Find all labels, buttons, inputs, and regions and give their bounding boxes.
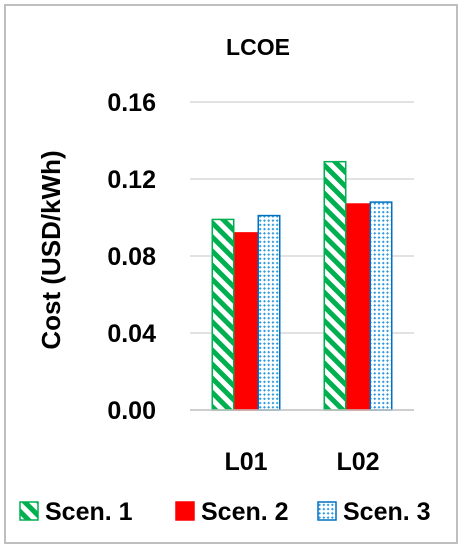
y-tick-label: 0.12: [107, 166, 156, 194]
y-tick-label: 0.16: [107, 89, 156, 117]
bar-scen-2-l01: [234, 232, 258, 411]
bar-scen-1-l02: [323, 160, 347, 411]
bar-scen-2-l02: [346, 203, 370, 411]
bar-scen-1-l01: [211, 218, 235, 411]
legend: Scen. 1 Scen. 2 Scen. 3: [19, 498, 431, 526]
legend-label: Scen. 1: [45, 498, 133, 526]
bars: [211, 160, 393, 411]
x-tick-label: L02: [336, 448, 379, 476]
legend-swatch: [317, 501, 337, 521]
x-tick-label: L01: [224, 448, 267, 476]
y-axis-label: Cost (USD/kWh): [36, 150, 66, 349]
legend-label: Scen. 2: [201, 498, 289, 526]
bar-scen-3-l02: [369, 201, 393, 411]
x-tick-labels: L01 L02: [224, 448, 379, 476]
y-tick-label: 0.00: [107, 397, 156, 425]
legend-swatch: [19, 501, 39, 521]
y-tick-label: 0.04: [107, 320, 156, 348]
y-tick-label: 0.08: [107, 243, 156, 271]
bar-scen-3-l01: [257, 214, 281, 411]
y-tick-labels: 0.00 0.04 0.08 0.12 0.16: [107, 89, 156, 425]
legend-label: Scen. 3: [343, 498, 431, 526]
chart-title: LCOE: [226, 34, 290, 60]
legend-swatch: [175, 501, 195, 521]
